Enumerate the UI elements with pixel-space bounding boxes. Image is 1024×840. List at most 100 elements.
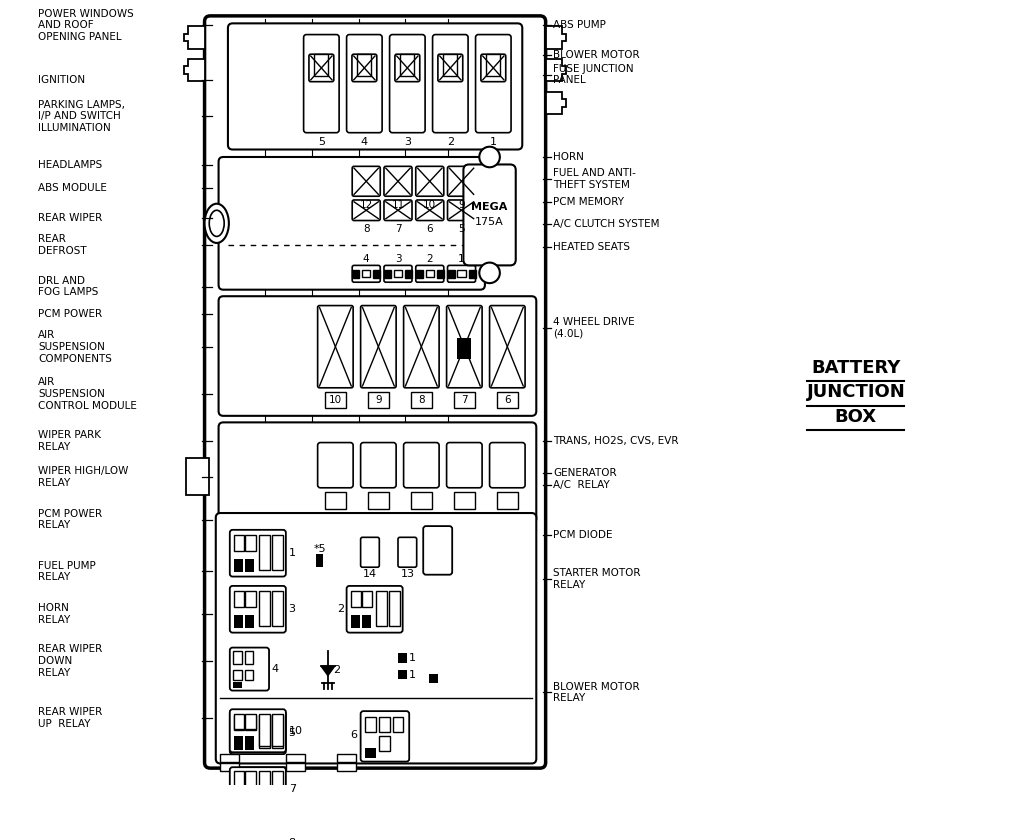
FancyBboxPatch shape	[352, 55, 377, 81]
Text: 5: 5	[458, 224, 465, 234]
Bar	[384, 270, 391, 278]
FancyBboxPatch shape	[432, 34, 468, 133]
Bar	[437, 270, 443, 278]
Text: JUNCTION: JUNCTION	[807, 384, 905, 402]
Bar	[392, 717, 403, 732]
Bar	[398, 654, 408, 663]
Bar	[362, 270, 371, 277]
FancyBboxPatch shape	[229, 711, 286, 754]
Ellipse shape	[209, 210, 224, 236]
FancyBboxPatch shape	[360, 711, 410, 762]
Text: 2: 2	[426, 254, 433, 264]
FancyBboxPatch shape	[447, 265, 475, 282]
Text: 5: 5	[317, 138, 325, 147]
Bar	[315, 554, 324, 567]
Text: 10: 10	[329, 396, 342, 405]
Text: ABS MODULE: ABS MODULE	[38, 183, 108, 193]
Text: 1: 1	[489, 138, 497, 147]
Bar	[411, 391, 432, 408]
Text: FUEL AND ANTI-
THEFT SYSTEM: FUEL AND ANTI- THEFT SYSTEM	[553, 168, 636, 190]
Text: 13: 13	[400, 569, 415, 579]
Bar	[351, 591, 361, 607]
Bar	[469, 270, 475, 278]
Bar	[366, 748, 376, 758]
Text: HEADLAMPS: HEADLAMPS	[38, 160, 102, 170]
Text: 1: 1	[410, 669, 416, 680]
FancyBboxPatch shape	[352, 265, 380, 282]
Bar	[246, 534, 256, 551]
FancyBboxPatch shape	[229, 648, 269, 690]
Bar	[271, 534, 283, 570]
FancyBboxPatch shape	[228, 24, 522, 150]
Text: AIR
SUSPENSION
CONTROL MODULE: AIR SUSPENSION CONTROL MODULE	[38, 377, 137, 411]
Bar	[259, 826, 270, 840]
Text: 3: 3	[403, 138, 411, 147]
Bar	[234, 615, 244, 628]
Text: WIPER HIGH/LOW
RELAY: WIPER HIGH/LOW RELAY	[38, 466, 129, 488]
Text: 4 WHEEL DRIVE
(4.0L): 4 WHEEL DRIVE (4.0L)	[553, 318, 635, 339]
Text: A/C  RELAY: A/C RELAY	[553, 480, 610, 490]
Bar	[220, 754, 240, 762]
Bar	[497, 391, 518, 408]
Text: 14: 14	[362, 569, 377, 579]
Bar	[394, 270, 402, 277]
Text: GENERATOR: GENERATOR	[553, 468, 616, 477]
Bar	[234, 794, 244, 806]
Bar	[259, 716, 270, 748]
Bar	[186, 458, 209, 496]
Circle shape	[479, 263, 500, 283]
Bar	[246, 826, 256, 840]
Text: 12: 12	[359, 200, 373, 210]
Bar	[357, 55, 372, 76]
FancyBboxPatch shape	[229, 586, 286, 633]
Bar	[246, 736, 254, 748]
Bar	[447, 270, 455, 278]
Text: 8: 8	[362, 224, 370, 234]
Bar	[245, 669, 253, 680]
Bar	[368, 492, 389, 509]
Text: PCM POWER
RELAY: PCM POWER RELAY	[38, 509, 102, 530]
FancyBboxPatch shape	[309, 55, 334, 81]
FancyBboxPatch shape	[346, 34, 382, 133]
FancyBboxPatch shape	[395, 55, 420, 81]
Bar	[246, 713, 256, 728]
Bar	[337, 754, 356, 762]
Bar	[379, 737, 390, 752]
Text: HORN: HORN	[553, 152, 584, 162]
Bar	[411, 492, 432, 509]
Bar	[259, 591, 270, 626]
Text: 6: 6	[504, 396, 511, 405]
Text: TRANS, HO2S, CVS, EVR: TRANS, HO2S, CVS, EVR	[553, 436, 679, 446]
Bar	[362, 591, 373, 607]
Text: 7: 7	[289, 784, 296, 794]
Text: *5: *5	[314, 543, 327, 554]
FancyBboxPatch shape	[218, 157, 485, 290]
Text: HEATED SEATS: HEATED SEATS	[553, 242, 630, 252]
Text: 2: 2	[446, 138, 454, 147]
FancyBboxPatch shape	[423, 526, 453, 575]
Bar	[271, 826, 283, 840]
Bar	[337, 764, 356, 771]
Text: 11: 11	[391, 200, 404, 210]
Text: 2: 2	[337, 604, 344, 614]
Text: 4: 4	[362, 254, 370, 264]
FancyBboxPatch shape	[403, 306, 439, 388]
FancyBboxPatch shape	[360, 822, 410, 840]
FancyBboxPatch shape	[416, 265, 443, 282]
Text: POWER WINDOWS
AND ROOF
OPENING PANEL: POWER WINDOWS AND ROOF OPENING PANEL	[38, 8, 134, 42]
FancyBboxPatch shape	[303, 34, 339, 133]
Bar	[366, 827, 376, 840]
Text: BLOWER MOTOR: BLOWER MOTOR	[553, 50, 640, 60]
Bar	[454, 391, 475, 408]
Bar	[486, 55, 501, 76]
FancyBboxPatch shape	[360, 443, 396, 488]
Bar	[325, 492, 346, 509]
Bar	[234, 534, 245, 551]
Bar	[234, 738, 244, 750]
FancyBboxPatch shape	[346, 586, 402, 633]
FancyBboxPatch shape	[218, 297, 537, 416]
Bar	[406, 270, 412, 278]
Text: WIPER PARK
RELAY: WIPER PARK RELAY	[38, 430, 101, 452]
FancyBboxPatch shape	[229, 822, 286, 840]
FancyBboxPatch shape	[489, 306, 525, 388]
